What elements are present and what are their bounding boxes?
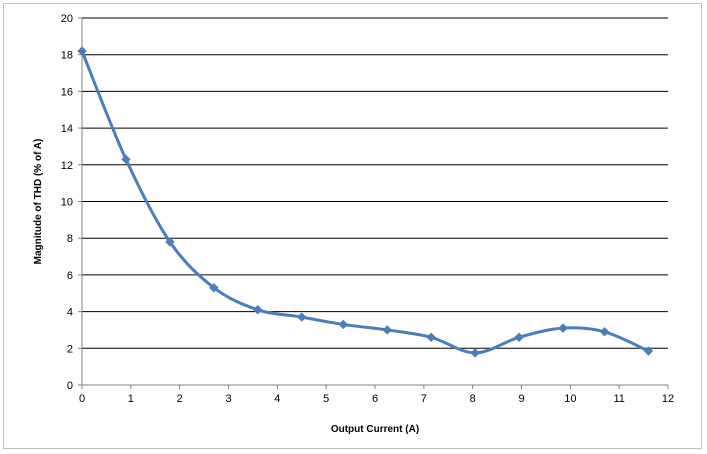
series-group — [77, 46, 654, 358]
data-point-6 — [338, 319, 348, 330]
x-tick-label: 11 — [613, 393, 624, 405]
y-tick-label: 20 — [61, 13, 73, 25]
y-tick-labels: 0 2 4 6 8 10 12 14 16 18 20 — [61, 13, 73, 392]
x-tick-labels: 0 1 2 3 4 5 6 7 8 9 10 11 12 — [79, 393, 674, 405]
data-point-2 — [165, 237, 175, 247]
y-axis-title: Magnitude of THD (% of A) — [33, 139, 44, 265]
x-tick-label: 2 — [177, 393, 183, 405]
gridlines — [82, 17, 668, 349]
x-tick-label: 8 — [470, 393, 476, 405]
x-tick-label: 3 — [225, 393, 231, 405]
x-tick-label: 10 — [564, 393, 576, 405]
x-axis-title: Output Current (A) — [331, 424, 419, 435]
y-tick-label: 12 — [61, 160, 73, 172]
data-point-9 — [470, 348, 480, 358]
x-tick-label: 7 — [421, 393, 427, 405]
y-tick-label: 4 — [67, 307, 73, 319]
data-point-11 — [558, 323, 568, 333]
x-tick-label: 12 — [662, 393, 674, 405]
y-tick-label: 18 — [61, 50, 73, 62]
y-tick-label: 2 — [67, 343, 73, 355]
x-tick-label: 0 — [79, 393, 85, 405]
y-tick-label: 8 — [67, 233, 73, 245]
y-tick-label: 10 — [61, 197, 73, 209]
y-tick-label: 16 — [61, 86, 73, 98]
x-tick-label: 9 — [518, 393, 524, 405]
chart-frame — [3, 3, 702, 449]
data-point-12 — [599, 327, 610, 337]
data-point-7 — [382, 325, 392, 335]
series-line — [80, 50, 650, 355]
data-point-8 — [426, 332, 436, 342]
y-tick-label: 14 — [61, 123, 73, 135]
y-tick-label: 0 — [67, 380, 73, 392]
data-point-5 — [297, 312, 307, 322]
data-point-0 — [77, 46, 87, 56]
data-point-10 — [514, 332, 524, 342]
data-point-1 — [121, 154, 131, 165]
x-tick-label: 4 — [274, 393, 280, 405]
data-point-13 — [643, 346, 654, 356]
data-point-4 — [253, 305, 263, 315]
axes — [78, 17, 669, 389]
y-tick-label: 6 — [67, 270, 73, 282]
data-point-3 — [209, 283, 219, 293]
x-tick-label: 5 — [323, 393, 329, 405]
x-tick-label: 6 — [372, 393, 378, 405]
x-tick-label: 1 — [128, 393, 134, 405]
